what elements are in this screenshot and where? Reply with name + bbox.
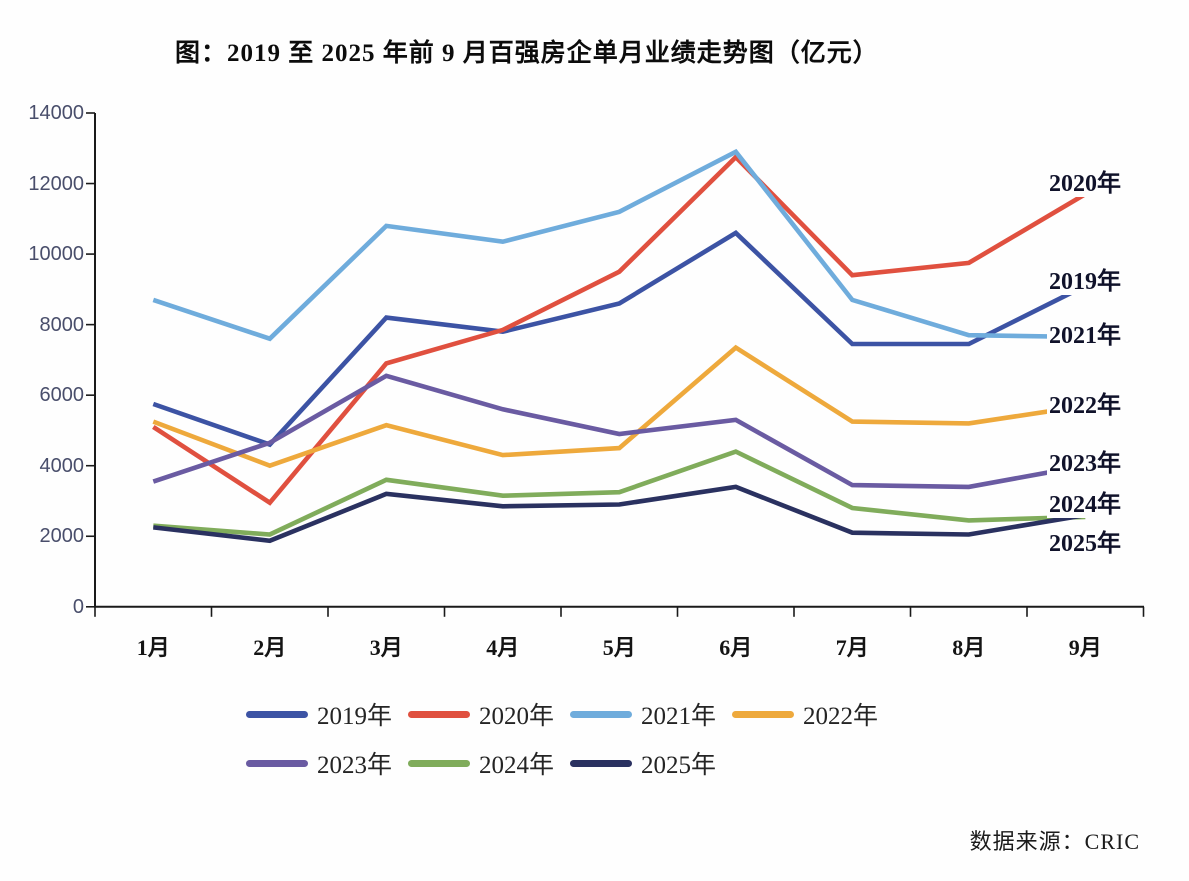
legend-item: 2024年 [408,745,554,781]
y-tick-label: 2000 [39,525,85,548]
series-line-2 [152,148,1086,342]
x-tick-label: 5月 [602,635,636,660]
series-line-5 [153,449,1086,537]
x-tick-label: 4月 [486,635,520,660]
series-end-label: 2022年 [1047,393,1121,420]
series-line-1 [152,153,1087,506]
legend-label: 2023年 [317,752,393,779]
legend-label: 2025年 [641,752,717,779]
y-tick-label: 14000 [28,102,84,124]
x-tick-label: 9月 [1068,635,1102,660]
legend-item: 2023年 [246,745,392,781]
legend-label: 2022年 [803,703,879,730]
legend-item: 2022年 [732,696,878,732]
series-end-label: 2020年 [1047,171,1121,198]
series-line-3 [152,344,1086,469]
legend-item: 2025年 [570,745,716,781]
series-end-label: 2025年 [1047,531,1121,558]
y-tick-label: 10000 [28,243,84,266]
y-tick-label: 12000 [28,172,84,195]
legend-swatch-icon [246,759,308,767]
series-end-label: 2021年 [1047,323,1121,350]
legend-swatch-icon [570,759,633,767]
legend-swatch-icon [408,710,471,718]
legend-row: 2019年 2020年 2021年 2022年 [246,696,894,732]
legend-item: 2019年 [246,696,392,732]
y-tick-label: 0 [72,595,84,618]
legend-row: 2023年 2024年 2025年 [246,745,894,781]
x-tick-label: 6月 [719,635,753,660]
series-end-label: 2023年 [1047,451,1121,478]
series-line-0 [152,230,1087,448]
legend-item: 2021年 [570,696,716,732]
x-tick-label: 3月 [369,635,403,660]
series-end-label: 2024年 [1047,492,1121,519]
legend-swatch-icon [408,759,471,767]
legend-swatch-icon [246,710,308,718]
legend-swatch-icon [570,710,633,718]
legend-label: 2021年 [641,703,717,730]
chart-title: 图：2019 至 2025 年前 9 月百强房企单月业绩走势图（亿元） [175,40,879,67]
data-source-label: 数据来源：CRIC [969,829,1140,854]
y-tick-label: 4000 [39,454,85,477]
legend-swatch-icon [732,710,795,718]
y-tick-label: 6000 [39,384,85,407]
x-tick-label: 2月 [253,635,287,660]
y-tick-label: 8000 [39,313,85,336]
legend-label: 2019年 [317,703,393,730]
legend: 2019年 2020年 2021年 2022年 2023年 2024年 2025年 [246,696,894,794]
x-tick-label: 7月 [835,635,869,660]
legend-item: 2020年 [408,696,554,732]
series-line-6 [153,484,1086,544]
legend-label: 2024年 [479,752,555,779]
x-tick-label: 8月 [952,635,986,660]
x-tick-label: 1月 [136,635,170,660]
series-line-4 [152,373,1086,490]
series-end-label: 2019年 [1047,269,1121,296]
legend-label: 2020年 [479,703,555,730]
